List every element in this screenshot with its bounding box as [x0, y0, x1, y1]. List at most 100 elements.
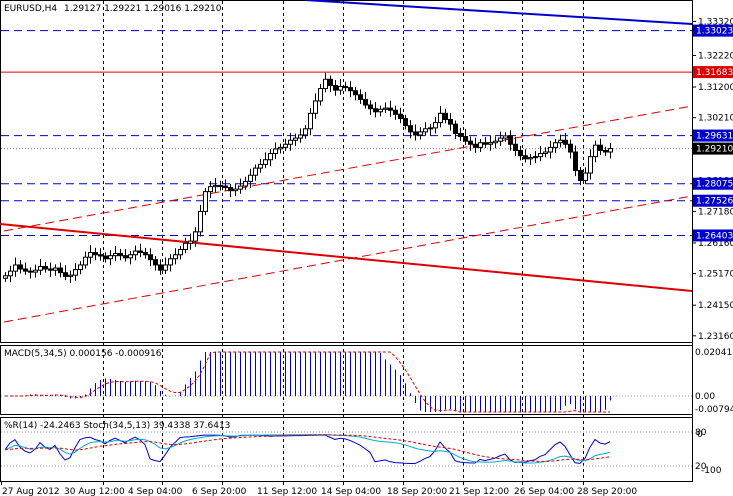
candle-body [323, 78, 328, 90]
candle-body [413, 131, 418, 136]
candle-body [338, 85, 343, 91]
candle-body [458, 132, 463, 138]
candle-body [268, 153, 273, 161]
vertical-grid [103, 1, 584, 481]
candle-body [488, 142, 493, 145]
candle-body [378, 108, 383, 113]
candle-body [398, 113, 403, 120]
candle-body [498, 137, 503, 142]
price-tick-label: 1.32220 [698, 51, 733, 61]
time-label: 11 Sep 12:00 [257, 487, 317, 496]
candle-body [583, 172, 588, 181]
candle-body [228, 187, 233, 192]
candle-body [303, 128, 308, 136]
time-label: 30 Aug 12:00 [64, 487, 125, 496]
candle-body [193, 231, 198, 242]
price-tick-label: 1.33320 [698, 17, 733, 27]
candle-body [58, 267, 63, 274]
candle-body [78, 264, 83, 271]
candle-body [208, 186, 213, 193]
candle-body [493, 140, 498, 144]
candle-body [353, 90, 358, 96]
candle-body [28, 270, 33, 273]
level-label-box [693, 177, 733, 190]
candle-body [203, 191, 208, 212]
candle-body [578, 170, 583, 181]
stochastic-indicator [1, 431, 692, 467]
candle-body [38, 265, 43, 271]
candle-body [233, 188, 238, 192]
candle-body [428, 127, 433, 130]
candle-body [158, 264, 163, 271]
time-label: 27 Aug 2012 [2, 487, 60, 496]
candle-body [313, 100, 318, 114]
candle-body [438, 112, 443, 124]
stoch-tick-label: 80 [695, 428, 707, 438]
candle-body [98, 254, 103, 257]
channel-top-line [304, 0, 693, 25]
red-trend-line [0, 223, 693, 292]
candle-body [503, 135, 508, 139]
candle-body [383, 107, 388, 110]
candle-body [538, 153, 543, 158]
candle-body [283, 143, 288, 148]
candle-body [453, 123, 458, 134]
candle-body [148, 254, 153, 261]
candle-body [253, 167, 258, 176]
candle-body [448, 119, 453, 125]
candle-body [73, 269, 78, 276]
macd-signal-line [5, 351, 610, 413]
candle-body [573, 151, 578, 172]
macd-tick-label: 0.020413 [695, 348, 733, 358]
candle-body [33, 269, 38, 273]
level-label-text: 1.31683 [696, 68, 733, 78]
candle-body [143, 252, 148, 256]
candle-body [423, 128, 428, 133]
candle-body [153, 259, 158, 266]
candle-body [548, 146, 553, 153]
candle-body [543, 151, 548, 155]
candle-body [178, 248, 183, 256]
channel-lower-line [3, 195, 693, 323]
candle-body [558, 139, 563, 144]
macd-tick-label: 0.00 [695, 392, 715, 402]
level-label-text: 1.26403 [696, 231, 733, 241]
time-label: 21 Sep 12:00 [449, 487, 509, 496]
candle-body [363, 98, 368, 106]
candle-body [198, 210, 203, 233]
ohlc-label: 1.29127 1.29221 1.29016 1.29210 [64, 4, 222, 14]
candle-body [63, 272, 68, 277]
candle-body [603, 149, 608, 153]
price-tick-label: 1.23160 [698, 332, 733, 342]
level-label-box [693, 142, 733, 155]
level-label-text: 1.33023 [696, 27, 733, 37]
candle-body [243, 180, 248, 187]
candle-body [298, 134, 303, 139]
candle-body [388, 107, 393, 111]
candle-body [553, 142, 558, 148]
candle-body [53, 267, 58, 271]
candle-body [123, 255, 128, 259]
candle-body [173, 254, 178, 260]
candle-body [168, 258, 173, 266]
candle-body [393, 109, 398, 115]
time-label: 14 Sep 04:00 [321, 487, 381, 496]
candles [3, 72, 613, 283]
candle-body [288, 139, 293, 145]
candle-body [508, 135, 513, 145]
time-label: 26 Sep 04:00 [514, 487, 574, 496]
level-label-box [693, 129, 733, 142]
level-label-text: 1.28075 [696, 180, 733, 190]
stoch-tick-label: -100 [701, 466, 722, 476]
candle-body [473, 143, 478, 148]
level-label-text: 1.29210 [696, 145, 733, 155]
time-label: 18 Sep 20:00 [387, 487, 447, 496]
candle-body [533, 156, 538, 159]
price-tick-label: 1.25170 [698, 270, 733, 280]
stoch-signal-line [4, 434, 611, 462]
candle-body [308, 112, 313, 130]
candle-body [348, 87, 353, 92]
candle-body [593, 144, 598, 158]
symbol-label: EURUSD,H4 [4, 4, 57, 14]
